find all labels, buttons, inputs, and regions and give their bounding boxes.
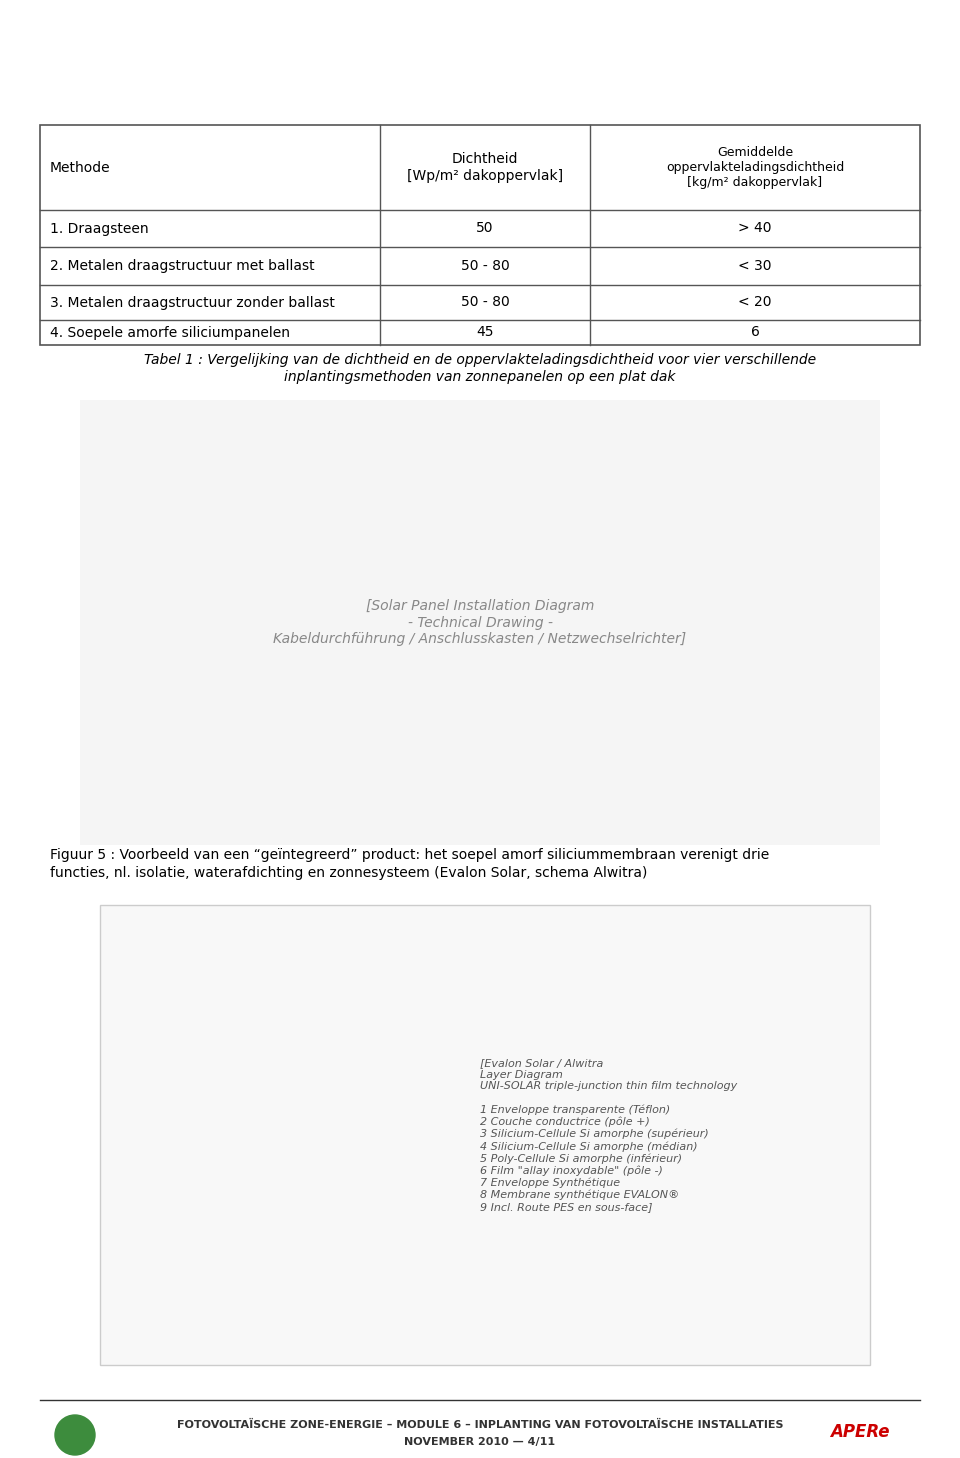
Text: [Evalon Solar / Alwitra
Layer Diagram
UNI-SOLAR triple-junction thin film techno: [Evalon Solar / Alwitra Layer Diagram UN…	[480, 1059, 737, 1212]
Text: 50 - 80: 50 - 80	[461, 260, 510, 273]
Text: 1. Draagsteen: 1. Draagsteen	[50, 222, 149, 236]
Text: Dichtheid
[Wp/m² dakoppervlak]: Dichtheid [Wp/m² dakoppervlak]	[407, 153, 564, 182]
Text: inplantingsmethoden van zonnepanelen op een plat dak: inplantingsmethoden van zonnepanelen op …	[284, 370, 676, 383]
Text: 50: 50	[476, 222, 493, 236]
Text: Gemiddelde
oppervlakteladingsdichtheid
[kg/m² dakoppervlak]: Gemiddelde oppervlakteladingsdichtheid […	[666, 146, 844, 190]
Bar	[40, 125, 920, 346]
Text: NOVEMBER 2010 — 4/11: NOVEMBER 2010 — 4/11	[404, 1438, 556, 1446]
Bar	[80, 399, 880, 846]
Text: APERe: APERe	[830, 1423, 890, 1441]
Text: I N F O F I C H E S - E N E R G I E: I N F O F I C H E S - E N E R G I E	[218, 13, 742, 36]
Text: > 40: > 40	[738, 222, 772, 236]
Text: FOTOVOLTAÏSCHE ZONE-ENERGIE – MODULE 6 – INPLANTING VAN FOTOVOLTAÏSCHE INSTALLAT: FOTOVOLTAÏSCHE ZONE-ENERGIE – MODULE 6 –…	[177, 1420, 783, 1430]
Text: < 20: < 20	[738, 296, 772, 309]
Bar	[100, 905, 870, 1365]
Text: [Solar Panel Installation Diagram
- Technical Drawing -
Kabeldurchführung / Ansc: [Solar Panel Installation Diagram - Tech…	[274, 599, 686, 646]
Text: functies, nl. isolatie, waterafdichting en zonnesysteem (Evalon Solar, schema Al: functies, nl. isolatie, waterafdichting …	[50, 866, 647, 881]
Text: Tabel 1 : Vergelijking van de dichtheid en de oppervlakteladingsdichtheid voor v: Tabel 1 : Vergelijking van de dichtheid …	[144, 353, 816, 367]
Text: 4. Soepele amorfe siliciumpanelen: 4. Soepele amorfe siliciumpanelen	[50, 325, 290, 340]
Text: < 30: < 30	[738, 260, 772, 273]
Text: 🌳: 🌳	[68, 1424, 82, 1445]
Text: 45: 45	[476, 325, 493, 340]
Text: 50 - 80: 50 - 80	[461, 296, 510, 309]
Text: 6: 6	[751, 325, 759, 340]
Text: 3. Metalen draagstructuur zonder ballast: 3. Metalen draagstructuur zonder ballast	[50, 296, 335, 309]
Circle shape	[55, 1416, 95, 1455]
Text: Figuur 5 : Voorbeeld van een “geïntegreerd” product: het soepel amorf siliciumme: Figuur 5 : Voorbeeld van een “geïntegree…	[50, 849, 769, 862]
Text: Methode: Methode	[50, 160, 110, 175]
Text: 2. Metalen draagstructuur met ballast: 2. Metalen draagstructuur met ballast	[50, 260, 315, 273]
